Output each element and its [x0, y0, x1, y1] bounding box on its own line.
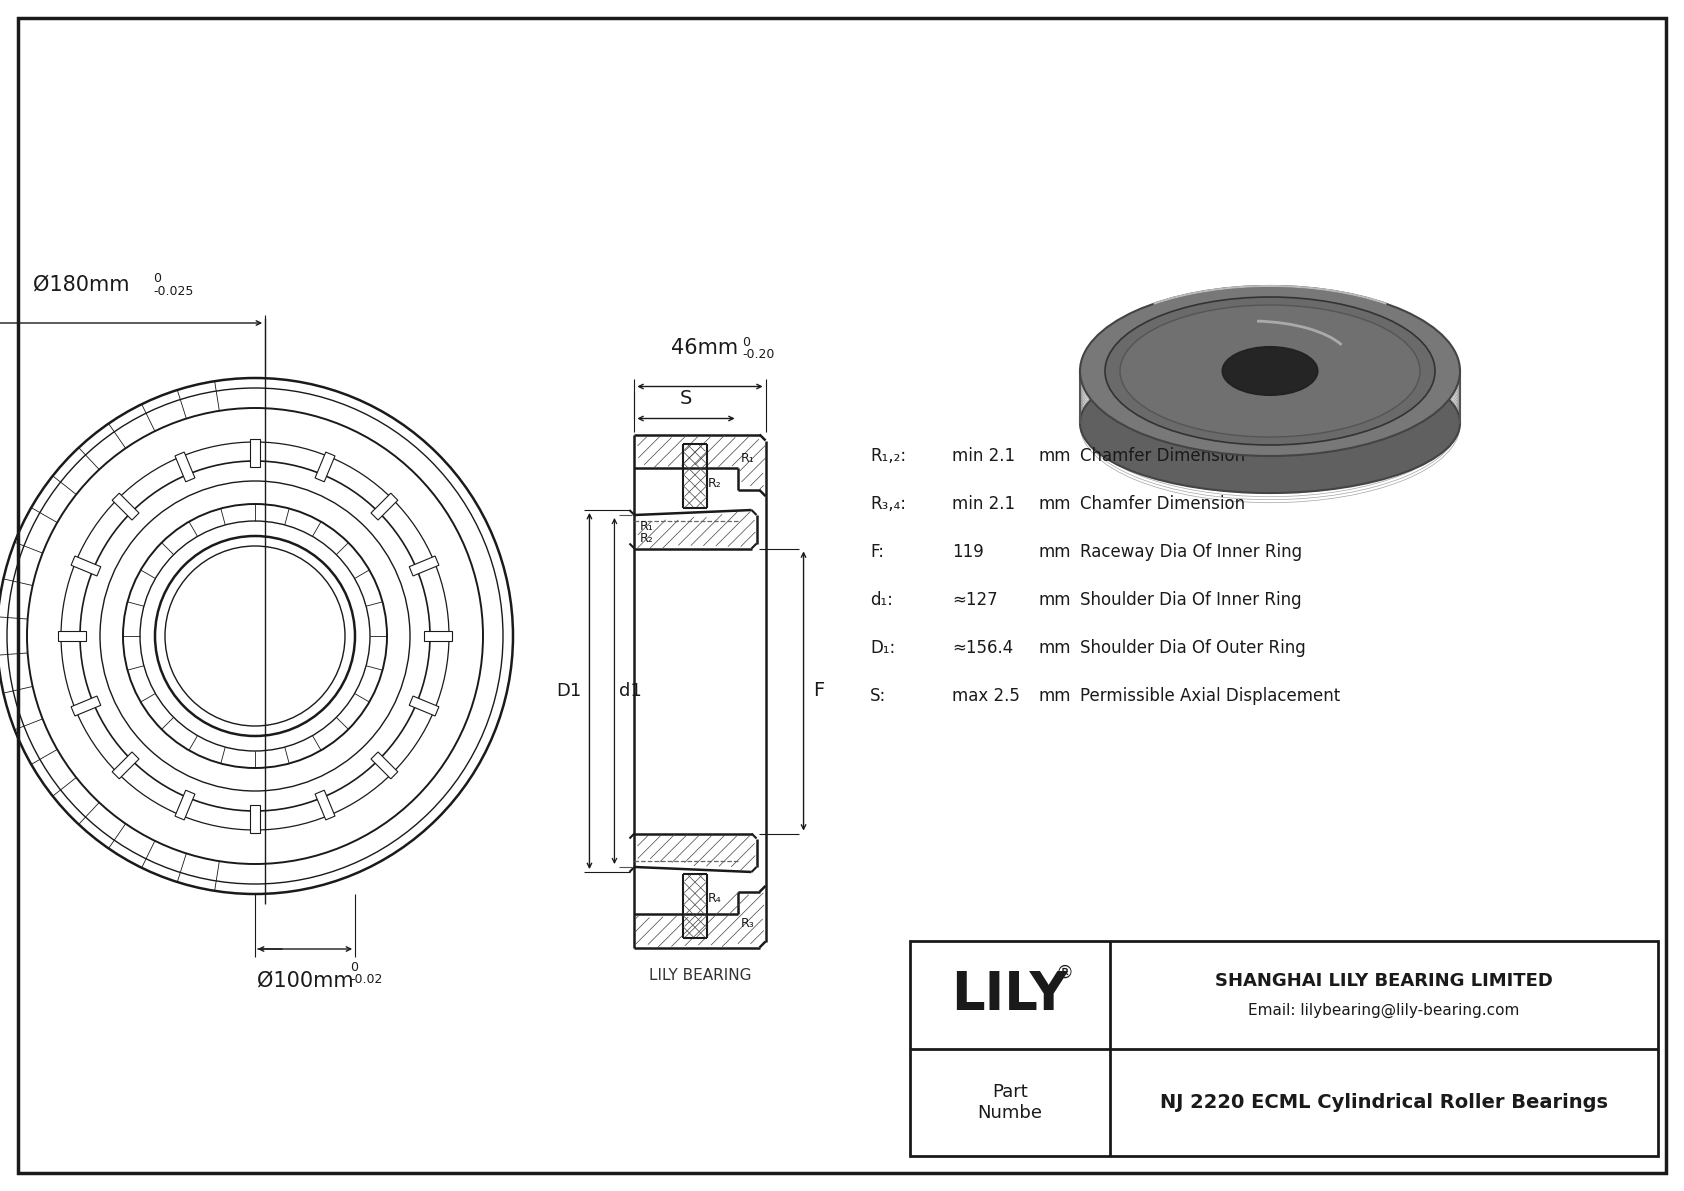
Ellipse shape: [1105, 297, 1435, 445]
Text: mm: mm: [1037, 495, 1071, 513]
Text: Shoulder Dia Of Inner Ring: Shoulder Dia Of Inner Ring: [1079, 591, 1302, 609]
Text: Permissible Axial Displacement: Permissible Axial Displacement: [1079, 687, 1340, 705]
Text: 46mm: 46mm: [672, 338, 739, 358]
Text: mm: mm: [1037, 687, 1071, 705]
Text: D1: D1: [556, 682, 581, 700]
Bar: [249, 439, 259, 467]
Bar: [315, 790, 335, 819]
Text: R₁,₂:: R₁,₂:: [871, 447, 906, 464]
Text: D₁:: D₁:: [871, 640, 896, 657]
Text: Ø180mm: Ø180mm: [32, 275, 130, 295]
Bar: [370, 493, 397, 520]
Text: d1: d1: [620, 682, 642, 700]
Text: SHANGHAI LILY BEARING LIMITED: SHANGHAI LILY BEARING LIMITED: [1216, 972, 1553, 990]
Ellipse shape: [1224, 400, 1315, 445]
Text: R₂: R₂: [707, 476, 721, 490]
Ellipse shape: [1079, 286, 1460, 456]
Text: ≈156.4: ≈156.4: [951, 640, 1014, 657]
Text: NJ 2220 ECML Cylindrical Roller Bearings: NJ 2220 ECML Cylindrical Roller Bearings: [1160, 1093, 1608, 1111]
Text: ®: ®: [1056, 964, 1074, 981]
Ellipse shape: [1120, 305, 1420, 437]
Bar: [315, 453, 335, 482]
Text: LILY: LILY: [951, 968, 1068, 1021]
Bar: [57, 631, 86, 641]
Text: LILY BEARING: LILY BEARING: [648, 968, 751, 983]
Bar: [409, 696, 440, 716]
Text: min 2.1: min 2.1: [951, 495, 1015, 513]
Bar: [113, 752, 140, 779]
Text: 0: 0: [743, 336, 749, 349]
Text: Part
Numbe: Part Numbe: [977, 1083, 1042, 1122]
Text: Raceway Dia Of Inner Ring: Raceway Dia Of Inner Ring: [1079, 543, 1302, 561]
Bar: [424, 631, 451, 641]
Bar: [71, 556, 101, 576]
Text: 0: 0: [350, 961, 359, 974]
Text: F:: F:: [871, 543, 884, 561]
Bar: [249, 805, 259, 833]
Bar: [175, 453, 195, 482]
Text: S:: S:: [871, 687, 886, 705]
Text: mm: mm: [1037, 591, 1071, 609]
Text: F: F: [813, 681, 825, 700]
Text: 0: 0: [153, 272, 162, 285]
Text: -0.20: -0.20: [743, 349, 775, 362]
Text: -0.025: -0.025: [153, 285, 194, 298]
Text: R₁: R₁: [741, 453, 754, 466]
Text: R₂: R₂: [640, 532, 653, 545]
Ellipse shape: [1223, 347, 1317, 395]
Text: S: S: [680, 389, 692, 409]
Text: mm: mm: [1037, 543, 1071, 561]
Text: d₁:: d₁:: [871, 591, 893, 609]
Text: -0.02: -0.02: [350, 973, 382, 986]
Bar: [370, 752, 397, 779]
Bar: [909, 941, 1659, 1156]
Text: mm: mm: [1037, 640, 1071, 657]
Text: Shoulder Dia Of Outer Ring: Shoulder Dia Of Outer Ring: [1079, 640, 1305, 657]
Bar: [175, 790, 195, 819]
Text: max 2.5: max 2.5: [951, 687, 1021, 705]
Text: min 2.1: min 2.1: [951, 447, 1015, 464]
Text: Chamfer Dimension: Chamfer Dimension: [1079, 495, 1244, 513]
Text: R₃: R₃: [741, 917, 754, 930]
Text: R₄: R₄: [707, 892, 721, 905]
Bar: [113, 493, 140, 520]
Text: R₁: R₁: [640, 520, 653, 534]
Bar: [71, 696, 101, 716]
Text: ≈127: ≈127: [951, 591, 997, 609]
Ellipse shape: [1079, 353, 1460, 493]
Text: mm: mm: [1037, 447, 1071, 464]
Text: Ø100mm: Ø100mm: [256, 971, 354, 991]
Text: Chamfer Dimension: Chamfer Dimension: [1079, 447, 1244, 464]
Text: 119: 119: [951, 543, 983, 561]
Bar: [409, 556, 440, 576]
Text: Email: lilybearing@lily-bearing.com: Email: lilybearing@lily-bearing.com: [1248, 1003, 1519, 1018]
Text: R₃,₄:: R₃,₄:: [871, 495, 906, 513]
